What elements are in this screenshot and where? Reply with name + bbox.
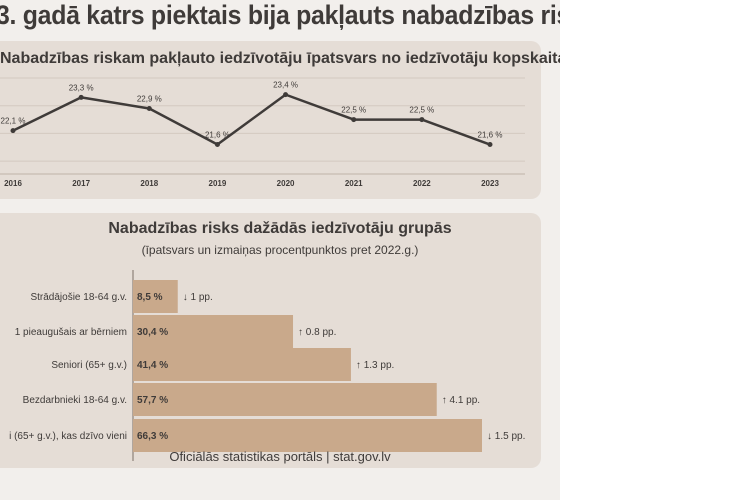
line-chart-point-2020	[283, 92, 289, 98]
bar-value-label: 8,5 %	[137, 292, 163, 303]
line-chart-x-tick-2022: 2022	[413, 179, 431, 188]
bar-value-label: 41,4 %	[137, 360, 168, 371]
line-chart-point-2018	[146, 105, 152, 111]
line-chart-x-tick-2016: 2016	[4, 179, 22, 188]
line-chart-point-2022	[419, 117, 425, 123]
line-chart-point-2019	[214, 142, 220, 148]
bar-2	[133, 348, 351, 381]
bar-1	[133, 315, 294, 348]
bar-category-label: Strādājošie 18-64 g.v.	[30, 292, 127, 303]
line-chart-value-label-2017: 23,3 %	[69, 83, 94, 92]
line-chart-x-tick-2021: 2021	[345, 179, 363, 188]
line-chart-title: Nabadzības riskam pakļauto iedzīvotāju ī…	[0, 50, 560, 67]
bar-chart-title: Nabadzības risks dažādās iedzīvotāju gru…	[108, 220, 452, 237]
bar-change-label: ↑ 0.8 pp.	[298, 327, 336, 338]
line-chart: 22,1 % 2016 23,3 % 2017 22,9 % 2018 21,6 % 2019…	[0, 77, 525, 188]
line-chart-value-label-2016: 22,1 %	[1, 117, 26, 126]
bar-row: 1 pieaugušais ar bērniem 30,4 % ↑ 0.8 pp.	[15, 315, 336, 348]
line-chart-value-label-2018: 22,9 %	[137, 94, 162, 103]
line-chart-point-2016	[10, 128, 16, 134]
bar-row: i (65+ g.v.), kas dzīvo vieni 66,3 % ↓ 1.5…	[9, 419, 525, 452]
bar-category-label: Bezdarbnieki 18-64 g.v.	[23, 395, 127, 406]
line-chart-point-2023	[487, 142, 493, 148]
blank-margin	[560, 0, 750, 500]
bar-chart: Strādājošie 18-64 g.v. 8,5 % ↓ 1 pp. 1 piea…	[9, 270, 525, 461]
line-chart-value-label-2021: 22,5 %	[341, 106, 366, 115]
line-chart-panel	[0, 41, 541, 199]
bar-chart-subtitle: (īpatsvars un izmaiņas procentpunktos pr…	[141, 243, 419, 257]
bar-category-label: 1 pieaugušais ar bērniem	[15, 327, 127, 338]
line-chart-x-tick-2018: 2018	[140, 179, 158, 188]
bar-category-label: i (65+ g.v.), kas dzīvo vieni	[9, 431, 127, 442]
bar-change-label: ↓ 1.5 pp.	[487, 431, 525, 442]
line-chart-x-tick-2023: 2023	[481, 179, 499, 188]
infographic-canvas: 3. gadā katrs piektais bija pakļauts nab…	[0, 0, 560, 500]
bar-value-label: 66,3 %	[137, 431, 168, 442]
line-chart-value-label-2023: 21,6 %	[478, 131, 503, 140]
line-chart-x-tick-2020: 2020	[277, 179, 295, 188]
bar-change-label: ↑ 4.1 pp.	[442, 395, 480, 406]
bar-value-label: 57,7 %	[137, 395, 168, 406]
line-chart-value-label-2022: 22,5 %	[409, 106, 434, 115]
bar-3	[133, 383, 437, 416]
line-chart-value-label-2020: 23,4 %	[273, 81, 298, 90]
bar-row: Seniori (65+ g.v.) 41,4 % ↑ 1.3 pp.	[51, 348, 394, 381]
page-title: 3. gadā katrs piektais bija pakļauts nab…	[0, 0, 560, 30]
bar-value-label: 30,4 %	[137, 327, 168, 338]
line-chart-x-tick-2019: 2019	[209, 179, 227, 188]
bar-row: Bezdarbnieki 18-64 g.v. 57,7 % ↑ 4.1 pp.	[23, 383, 480, 416]
line-chart-value-label-2019: 21,6 %	[205, 131, 230, 140]
bar-change-label: ↓ 1 pp.	[183, 292, 213, 303]
footer-source: Oficiālās statistikas portāls | stat.gov…	[169, 449, 391, 464]
line-chart-x-tick-2017: 2017	[72, 179, 90, 188]
line-chart-series	[12, 93, 491, 146]
bar-4	[133, 419, 482, 452]
bar-category-label: Seniori (65+ g.v.)	[51, 360, 127, 371]
bar-change-label: ↑ 1.3 pp.	[356, 360, 394, 371]
line-chart-point-2017	[78, 94, 84, 100]
line-chart-point-2021	[351, 117, 357, 123]
bar-0	[133, 280, 178, 313]
bar-row: Strādājošie 18-64 g.v. 8,5 % ↓ 1 pp.	[30, 280, 213, 313]
